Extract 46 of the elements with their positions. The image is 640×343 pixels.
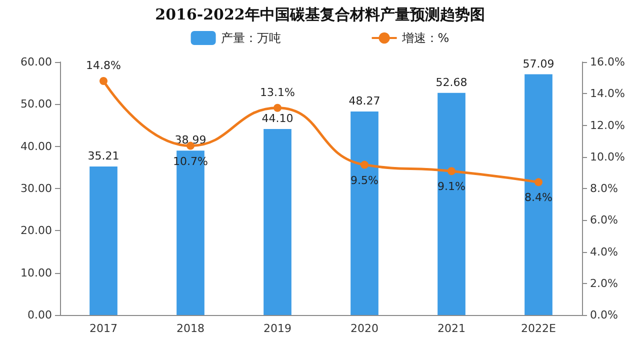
- data-label: 38.99: [174, 134, 206, 147]
- y2-tick-label: 4.0%: [590, 245, 618, 258]
- y2-tick-label: 0.0%: [590, 308, 618, 322]
- bar: [438, 92, 466, 315]
- data-label: 14.8%: [86, 58, 121, 72]
- data-label: 9.1%: [438, 180, 466, 194]
- point: [448, 167, 456, 176]
- point: [360, 160, 368, 169]
- data-label: 8.4%: [524, 191, 552, 204]
- point: [274, 104, 282, 112]
- x-tick-label: 2017: [90, 322, 118, 335]
- y2-tick-label: 2.0%: [590, 276, 618, 290]
- y2-tick-label: 16.0%: [590, 56, 625, 68]
- data-label: 35.21: [88, 150, 120, 163]
- bar: [524, 74, 552, 315]
- y-tick-label: 10.00: [20, 266, 52, 280]
- y2-tick-label: 8.0%: [590, 182, 618, 195]
- y2-tick-label: 12.0%: [590, 118, 625, 132]
- point: [534, 178, 542, 186]
- y2-tick-label: 6.0%: [590, 214, 618, 227]
- y2-tick-label: 10.0%: [590, 150, 625, 164]
- bar: [264, 129, 292, 315]
- data-label: 13.1%: [260, 86, 295, 99]
- point: [100, 76, 108, 85]
- data-label: 52.68: [436, 76, 468, 89]
- legend-label: 产量：万吨: [220, 31, 281, 45]
- y-tick-label: 0.00: [28, 308, 52, 322]
- x-tick-label: 2018: [176, 322, 204, 335]
- bar: [350, 111, 378, 315]
- data-label: 44.10: [262, 112, 294, 126]
- y-tick-label: 40.00: [20, 140, 52, 153]
- x-tick-label: 2020: [350, 322, 378, 335]
- x-tick-label: 2019: [264, 322, 292, 335]
- x-tick-label: 2021: [438, 322, 466, 335]
- x-tick-label: 2022E: [521, 322, 556, 335]
- y-tick-label: 20.00: [20, 224, 52, 238]
- data-label: 57.09: [522, 57, 554, 70]
- y-tick-label: 50.00: [20, 98, 52, 111]
- chart-title: 2016-2022年中国碳基复合材料产量预测趋势图: [155, 6, 485, 24]
- legend-label: 增速：%: [400, 31, 450, 45]
- data-label: 48.27: [348, 94, 380, 108]
- bar: [90, 166, 118, 315]
- y-tick-label: 30.00: [20, 182, 52, 195]
- data-label: 9.5%: [350, 174, 378, 187]
- y2-tick-label: 14.0%: [590, 87, 625, 100]
- y-tick-label: 60.00: [20, 56, 52, 68]
